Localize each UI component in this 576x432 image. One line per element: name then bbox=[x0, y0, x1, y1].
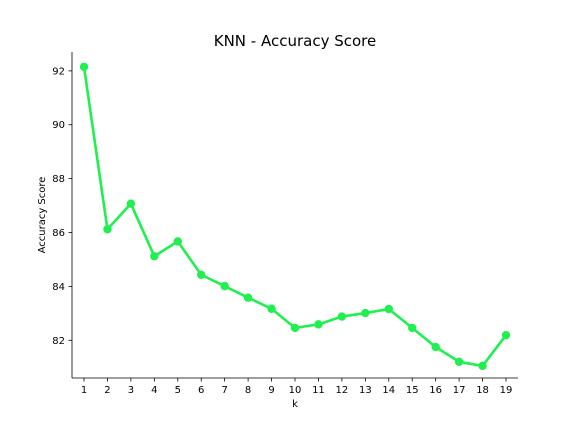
data-point bbox=[150, 252, 159, 261]
y-tick-label: 82 bbox=[52, 336, 65, 347]
x-tick-label: 17 bbox=[453, 385, 466, 396]
data-point bbox=[384, 304, 393, 314]
x-tick-label: 9 bbox=[268, 385, 274, 396]
x-tick-label: 7 bbox=[221, 385, 227, 396]
data-point bbox=[361, 308, 370, 318]
y-tick-label: 84 bbox=[52, 282, 65, 293]
x-tick-label: 4 bbox=[151, 385, 157, 396]
y-axis-ticks: 82 84 86 88 90 92 bbox=[52, 66, 72, 347]
data-point bbox=[290, 323, 300, 333]
x-tick-label: 18 bbox=[476, 385, 489, 396]
x-tick-label: 19 bbox=[500, 385, 513, 396]
x-tick-label: 11 bbox=[312, 385, 325, 396]
data-point bbox=[337, 312, 347, 321]
x-tick-label: 8 bbox=[245, 385, 251, 396]
data-point bbox=[431, 342, 440, 352]
series-line bbox=[82, 66, 508, 368]
data-point bbox=[103, 225, 112, 234]
x-tick-label: 10 bbox=[289, 385, 302, 396]
x-axis-ticks: 1 2 3 4 5 6 7 8 9 10 11 12 13 14 15 16 17 18 19 bbox=[81, 378, 513, 396]
y-tick-label: 90 bbox=[52, 120, 65, 131]
x-tick-label: 16 bbox=[429, 385, 442, 396]
data-point bbox=[126, 199, 136, 208]
x-tick-label: 6 bbox=[198, 385, 204, 396]
y-axis-label: Accuracy Score bbox=[37, 177, 48, 254]
y-tick-label: 92 bbox=[52, 66, 65, 77]
x-tick-label: 3 bbox=[128, 385, 134, 396]
x-tick-label: 13 bbox=[359, 385, 372, 396]
y-tick-label: 88 bbox=[52, 174, 65, 185]
data-point bbox=[267, 304, 276, 313]
data-point bbox=[79, 62, 89, 72]
data-point bbox=[454, 357, 464, 367]
data-point bbox=[197, 270, 206, 280]
x-tick-label: 5 bbox=[175, 385, 181, 396]
x-tick-label: 15 bbox=[406, 385, 419, 396]
data-point bbox=[501, 330, 511, 340]
chart-title: KNN - Accuracy Score bbox=[214, 32, 377, 50]
x-tick-label: 12 bbox=[336, 385, 349, 396]
series-layer bbox=[79, 62, 511, 371]
x-tick-label: 1 bbox=[81, 385, 87, 396]
data-point bbox=[220, 281, 229, 291]
data-point bbox=[173, 237, 182, 246]
data-point bbox=[408, 323, 417, 333]
x-tick-label: 2 bbox=[104, 385, 110, 396]
data-point bbox=[314, 320, 323, 329]
x-tick-label: 14 bbox=[382, 385, 395, 396]
data-point bbox=[478, 361, 487, 371]
x-axis-label: k bbox=[292, 399, 298, 410]
y-tick-label: 86 bbox=[52, 228, 65, 239]
data-point bbox=[243, 293, 253, 302]
